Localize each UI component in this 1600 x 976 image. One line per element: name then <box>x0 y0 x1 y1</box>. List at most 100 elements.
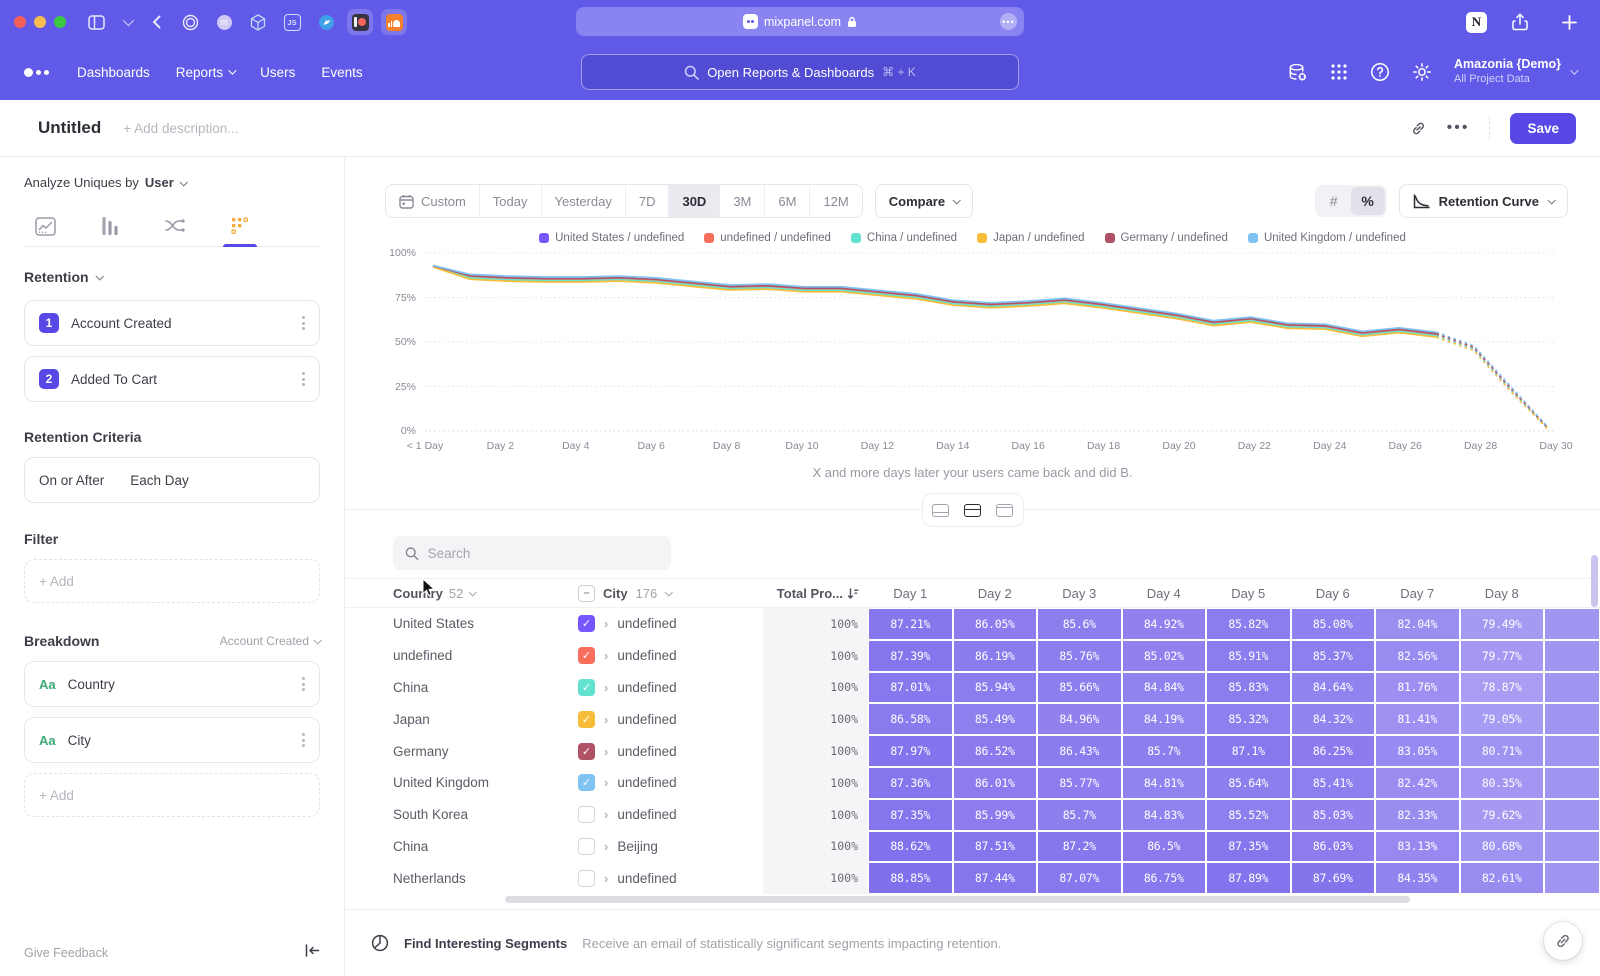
retention-cell[interactable]: 84.92% <box>1122 609 1205 639</box>
expand-chevron-icon[interactable]: › <box>604 616 609 632</box>
retention-cell[interactable]: 88.62% <box>869 831 952 862</box>
save-button[interactable]: Save <box>1510 112 1576 144</box>
minimize-window-button[interactable] <box>34 16 46 28</box>
nav-item-events[interactable]: Events <box>321 64 363 80</box>
legend-item[interactable]: United States / undefined <box>539 232 684 244</box>
give-feedback-link[interactable]: Give Feedback <box>24 946 109 960</box>
split-view-button[interactable] <box>958 497 988 523</box>
retention-cell[interactable]: 86.01% <box>953 767 1036 798</box>
zoom-window-button[interactable] <box>54 16 66 28</box>
select-all-checkbox[interactable]: – <box>578 584 595 602</box>
retention-cell[interactable]: 85.41% <box>1291 767 1374 798</box>
retention-cell[interactable]: 85.91% <box>1207 640 1290 671</box>
apps-grid-icon[interactable] <box>1330 63 1348 81</box>
table-row[interactable]: China ✓ › undefined 100% 87.01% 85.94% 85.66% 84… <box>345 671 1600 704</box>
legend-item[interactable]: undefined / undefined <box>704 232 831 244</box>
column-header-city[interactable]: – City 176 <box>578 584 763 602</box>
row-checkbox[interactable]: ✓ <box>578 615 595 633</box>
retention-cell[interactable]: 86.52% <box>953 736 1036 766</box>
retention-cell[interactable]: 85.02% <box>1122 640 1205 671</box>
retention-cell[interactable]: 87.21% <box>869 609 952 639</box>
retention-cell[interactable]: 87.36% <box>869 767 952 798</box>
share-link-floating-button[interactable] <box>1544 922 1582 960</box>
retention-cell[interactable]: 86.25% <box>1291 736 1374 766</box>
retention-cell[interactable]: 85.82% <box>1207 609 1290 639</box>
column-header-country[interactable]: Country 52 <box>345 586 578 601</box>
help-icon[interactable] <box>1370 62 1390 82</box>
breakdown-scope-dropdown[interactable]: Account Created <box>220 634 322 648</box>
retention-cell[interactable]: 85.37% <box>1291 640 1374 671</box>
retention-cell[interactable]: 78.87% <box>1460 672 1543 703</box>
retention-cell[interactable]: 85.7% <box>1038 799 1121 830</box>
pinned-tab-profile-icon[interactable]: m <box>211 9 237 35</box>
table-search-input[interactable] <box>427 545 659 561</box>
column-header-total[interactable]: Total Pro... <box>763 586 868 601</box>
table-row[interactable]: Netherlands › undefined 100% 88.85% 87.44% 87.… <box>345 862 1600 895</box>
nav-item-reports[interactable]: Reports <box>176 65 237 80</box>
table-row[interactable]: United Kingdom ✓ › undefined 100% 87.36% 86.01… <box>345 766 1600 799</box>
expand-chevron-icon[interactable]: › <box>604 838 609 854</box>
retention-cell[interactable]: 82.42% <box>1376 767 1459 798</box>
retention-cell[interactable]: 85.64% <box>1207 767 1290 798</box>
row-checkbox[interactable]: ✓ <box>578 710 595 728</box>
number-format-button[interactable]: # <box>1329 193 1338 209</box>
vertical-scrollbar[interactable] <box>1591 555 1598 607</box>
table-row[interactable]: Germany ✓ › undefined 100% 87.97% 86.52% 86.43%… <box>345 735 1600 767</box>
table-row[interactable]: undefined ✓ › undefined 100% 87.39% 86.19% 85.7… <box>345 639 1600 672</box>
retention-section-label[interactable]: Retention <box>24 269 320 285</box>
kebab-menu-icon[interactable] <box>302 733 305 747</box>
retention-cell[interactable]: 86.43% <box>1038 736 1121 766</box>
retention-cell[interactable]: 84.35% <box>1376 863 1459 894</box>
pinned-tab-onepassword-icon[interactable] <box>177 9 203 35</box>
expand-chevron-icon[interactable]: › <box>604 775 609 791</box>
breakdown-card-city[interactable]: Aa City <box>24 717 320 763</box>
retention-cell[interactable]: 86.5% <box>1122 831 1205 862</box>
table-row[interactable]: Japan ✓ › undefined 100% 86.58% 85.49% 84.96% 84… <box>345 703 1600 736</box>
tab-insights[interactable] <box>24 206 66 246</box>
add-filter-button[interactable]: + Add <box>24 559 320 603</box>
retention-cell[interactable]: 79.77% <box>1460 640 1543 671</box>
table-row[interactable]: China › Beijing 100% 88.62% 87.51% 87.2% 86.5% 8… <box>345 830 1600 863</box>
retention-cell[interactable]: 85.94% <box>953 672 1036 703</box>
retention-cell[interactable]: 87.89% <box>1207 863 1290 894</box>
pinned-tab-codesandbox-icon[interactable] <box>245 9 271 35</box>
expand-chevron-icon[interactable]: › <box>604 807 609 823</box>
retention-cell[interactable]: 85.03% <box>1291 799 1374 830</box>
percent-format-button[interactable]: % <box>1350 187 1385 215</box>
legend-item[interactable]: United Kingdom / undefined <box>1247 232 1406 244</box>
find-segments-title[interactable]: Find Interesting Segments <box>404 935 568 951</box>
retention-cell[interactable]: 85.08% <box>1291 609 1374 639</box>
tab-retention[interactable] <box>219 206 261 247</box>
tab-list-chevron-icon[interactable] <box>122 14 135 27</box>
retention-cell[interactable]: 86.05% <box>953 609 1036 639</box>
extensions-ellipsis-icon[interactable]: ••• <box>1000 13 1017 30</box>
row-checkbox[interactable] <box>578 806 595 824</box>
retention-cell[interactable]: 79.49% <box>1460 609 1543 639</box>
range-custom[interactable]: Custom <box>386 185 479 217</box>
retention-cell[interactable]: 80.35% <box>1460 767 1543 798</box>
retention-cell[interactable]: 87.35% <box>869 799 952 830</box>
retention-cell[interactable]: 81.76% <box>1376 672 1459 703</box>
retention-cell[interactable]: 85.52% <box>1207 799 1290 830</box>
step-card-account-created[interactable]: 1 Account Created <box>24 300 320 346</box>
horizontal-scrollbar[interactable] <box>505 896 1410 904</box>
criteria-on-or-after[interactable]: On or After <box>39 472 105 488</box>
retention-cell[interactable]: 84.19% <box>1122 704 1205 735</box>
retention-cell[interactable]: 84.81% <box>1122 767 1205 798</box>
table-row[interactable]: South Korea › undefined 100% 87.35% 85.99% 85.… <box>345 798 1600 831</box>
nav-item-dashboards[interactable]: Dashboards <box>77 64 150 80</box>
breakdown-card-country[interactable]: Aa Country <box>24 661 320 707</box>
back-icon[interactable] <box>152 15 161 29</box>
retention-cell[interactable]: 84.84% <box>1122 672 1205 703</box>
retention-cell[interactable]: 84.83% <box>1122 799 1205 830</box>
analyze-uniques-value[interactable]: User <box>144 175 174 190</box>
project-switcher[interactable]: Amazonia {Demo} All Project Data <box>1454 57 1579 86</box>
retention-cell[interactable]: 85.76% <box>1038 640 1121 671</box>
retention-cell[interactable]: 86.58% <box>869 704 952 735</box>
retention-cell[interactable]: 85.6% <box>1038 609 1121 639</box>
retention-cell[interactable]: 87.07% <box>1038 863 1121 894</box>
compare-button[interactable]: Compare <box>874 184 974 218</box>
step-card-added-to-cart[interactable]: 2 Added To Cart <box>24 356 320 402</box>
kebab-menu-icon[interactable] <box>302 677 305 691</box>
retention-cell[interactable]: 87.97% <box>869 736 952 766</box>
